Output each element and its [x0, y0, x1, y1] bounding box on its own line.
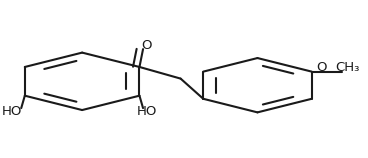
Text: O: O: [316, 61, 327, 74]
Text: O: O: [141, 39, 152, 52]
Text: HO: HO: [2, 106, 22, 118]
Text: HO: HO: [137, 106, 158, 118]
Text: CH₃: CH₃: [335, 61, 360, 74]
